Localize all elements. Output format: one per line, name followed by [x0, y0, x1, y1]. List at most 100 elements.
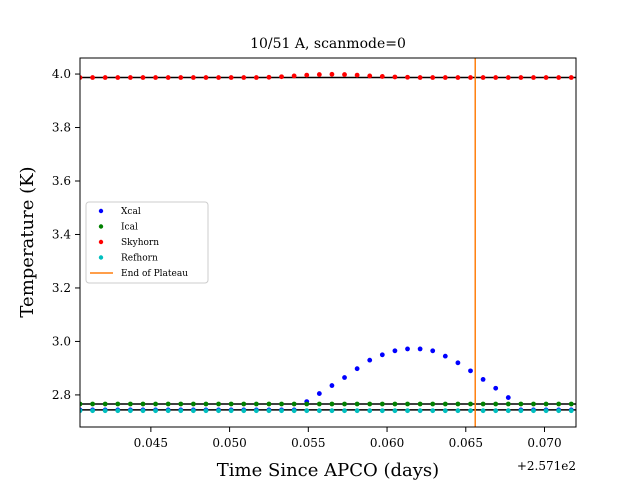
xcal-point: [392, 348, 398, 354]
legend-label: Xcal: [121, 207, 141, 217]
skyhorn-point: [266, 74, 272, 80]
refhorn-point: [518, 408, 524, 414]
skyhorn-point: [556, 75, 562, 80]
skyhorn-point: [190, 75, 196, 80]
ical-point: [266, 401, 272, 407]
ical-point: [115, 401, 121, 407]
ical-point: [568, 401, 574, 407]
skyhorn-point: [543, 75, 549, 80]
skyhorn-point: [291, 73, 297, 79]
refhorn-point: [253, 408, 259, 414]
skyhorn-point: [241, 75, 247, 80]
skyhorn-point: [127, 75, 133, 80]
skyhorn-point: [165, 75, 171, 80]
refhorn-point: [190, 408, 196, 414]
skyhorn-point: [531, 75, 536, 80]
refhorn-point: [153, 408, 158, 414]
legend: Xcal Ical Skyhorn Refhorn End of Plateau: [85, 201, 209, 284]
x-axis-ticks: 0.045 0.050 0.055 0.060 0.065 0.070: [134, 427, 562, 450]
ical-point: [127, 401, 133, 407]
xcal-point: [316, 391, 322, 396]
ical-point: [329, 401, 335, 407]
xcal-point: [480, 377, 486, 382]
refhorn-point: [367, 408, 373, 414]
refhorn-point: [178, 408, 184, 414]
skyhorn-point: [279, 74, 284, 80]
y-axis-ticks: 2.8 3.0 3.2 3.4 3.6 3.8 4.0: [52, 67, 80, 402]
data-points: [80, 71, 574, 414]
refhorn-point: [442, 408, 448, 414]
y-tick-label: 2.8: [52, 388, 71, 402]
legend-label: Ical: [121, 223, 138, 233]
xcal-point: [468, 368, 473, 374]
refhorn-point: [203, 408, 209, 414]
x-tick-label: 0.050: [212, 436, 246, 450]
refhorn-point: [266, 408, 272, 414]
legend-marker: [98, 239, 104, 245]
refhorn-point: [568, 408, 574, 414]
refhorn-point: [80, 408, 83, 414]
x-tick-label: 0.065: [449, 436, 483, 450]
y-tick-label: 3.8: [52, 121, 71, 135]
skyhorn-point: [430, 75, 436, 80]
refhorn-point: [279, 408, 284, 414]
refhorn-point: [102, 408, 108, 414]
ical-point: [354, 401, 360, 407]
ical-point: [203, 401, 209, 407]
refhorn-point: [392, 408, 398, 414]
refhorn-point: [405, 408, 410, 414]
refhorn-point: [127, 408, 133, 414]
skyhorn-point: [392, 74, 398, 80]
legend-label: End of Plateau: [121, 269, 188, 279]
xcal-point: [417, 346, 423, 352]
ical-point: [556, 401, 562, 407]
refhorn-point: [505, 408, 511, 414]
ical-point: [468, 401, 473, 407]
refhorn-point: [379, 408, 385, 414]
refhorn-point: [90, 408, 95, 414]
skyhorn-point: [505, 75, 511, 80]
legend-marker: [98, 208, 104, 214]
xcal-point: [405, 346, 410, 352]
ical-point: [304, 401, 310, 407]
legend-marker: [98, 255, 104, 260]
skyhorn-point: [140, 75, 146, 80]
ical-point: [531, 401, 536, 407]
ical-point: [493, 401, 499, 407]
ical-point: [253, 401, 259, 407]
x-axis-label: Time Since APCO (days): [217, 460, 439, 480]
ical-point: [316, 401, 322, 407]
skyhorn-point: [480, 75, 486, 80]
ical-point: [80, 401, 83, 407]
legend-items: Xcal Ical Skyhorn Refhorn End of Plateau: [90, 207, 188, 279]
skyhorn-point: [102, 75, 108, 80]
refhorn-point: [493, 408, 499, 414]
refhorn-point: [291, 408, 297, 414]
ical-point: [153, 401, 158, 407]
skyhorn-point: [455, 75, 461, 80]
ical-point: [518, 401, 524, 407]
skyhorn-point: [316, 72, 322, 77]
refhorn-point: [556, 408, 562, 414]
refhorn-point: [115, 408, 121, 414]
ical-point: [279, 401, 284, 407]
skyhorn-point: [493, 75, 499, 80]
xcal-point: [493, 385, 499, 391]
refhorn-point: [430, 408, 436, 414]
y-tick-label: 3.4: [52, 227, 71, 241]
xcal-point: [379, 352, 385, 358]
y-tick-label: 3.6: [52, 174, 71, 188]
x-tick-label: 0.070: [527, 436, 561, 450]
refhorn-point: [468, 408, 473, 414]
y-tick-label: 3.2: [52, 281, 71, 295]
refhorn-point: [480, 408, 486, 414]
xcal-point: [505, 395, 511, 400]
legend-label: Skyhorn: [121, 238, 159, 248]
ical-point: [102, 401, 108, 407]
ical-point: [417, 401, 423, 407]
skyhorn-point: [203, 75, 209, 80]
refhorn-point: [165, 408, 171, 414]
y-tick-label: 3.0: [52, 334, 71, 348]
ical-point: [90, 401, 95, 407]
